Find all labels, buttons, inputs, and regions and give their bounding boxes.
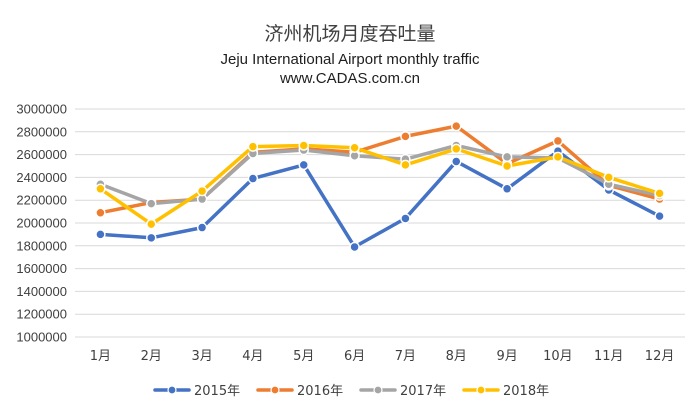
x-tick-label: 7月: [395, 349, 416, 364]
x-tick-label: 3月: [191, 349, 212, 364]
data-point: [349, 241, 360, 253]
legend-swatch-marker: [270, 385, 280, 395]
series-line: [98, 149, 662, 249]
data-point: [400, 213, 411, 224]
data-point: [654, 210, 665, 222]
x-tick-label: 10月: [543, 349, 573, 364]
x-tick-label: 5月: [293, 349, 314, 364]
x-tick-label: 8月: [446, 349, 467, 364]
legend-swatch-marker: [373, 385, 383, 395]
chart-source: www.CADAS.com.cn: [279, 70, 420, 87]
x-tick-label: 9月: [496, 349, 517, 364]
chart-subtitle: Jeju International Airport monthly traff…: [220, 51, 480, 68]
x-tick-label: 6月: [344, 349, 365, 364]
data-point: [400, 131, 411, 142]
data-point: [654, 188, 665, 199]
x-tick-label: 2月: [141, 349, 162, 364]
series-4: [95, 140, 665, 230]
data-point: [247, 173, 259, 184]
data-point: [603, 172, 614, 183]
series-line: [98, 143, 662, 226]
legend-label: 2017年: [400, 384, 446, 399]
data-point: [196, 185, 208, 197]
data-point: [451, 143, 462, 155]
data-point: [95, 207, 106, 218]
x-axis: 1月 2月 3月 4月 5月 6月 7月 8月 9月 10月 11月 12月: [90, 349, 675, 364]
data-point: [196, 222, 208, 233]
legend-label: 2015年: [194, 384, 240, 399]
chart-title: 济州机场月度吞吐量: [264, 23, 435, 45]
legend-swatch-marker: [167, 385, 177, 395]
y-tick-label: 2600000: [16, 147, 67, 162]
legend-item: 2018年: [462, 384, 549, 399]
y-tick-label: 1000000: [16, 330, 67, 345]
data-point: [552, 135, 564, 147]
series-1: [95, 145, 665, 253]
legend-item: 2016年: [256, 384, 343, 399]
legend-item: 2017年: [359, 384, 446, 399]
series-3: [95, 140, 665, 209]
data-point: [146, 198, 157, 209]
y-tick-label: 1600000: [16, 261, 67, 276]
data-point: [349, 142, 360, 154]
data-point: [501, 160, 513, 172]
y-tick-label: 2400000: [16, 170, 67, 185]
data-point: [501, 151, 513, 163]
y-axis: 1000000 1200000 1400000 1600000 1800000 20000…: [16, 102, 67, 345]
y-tick-label: 1200000: [16, 307, 67, 322]
data-point: [400, 159, 411, 171]
y-tick-label: 2000000: [16, 216, 67, 231]
y-tick-label: 1800000: [16, 238, 67, 253]
data-point: [552, 151, 564, 163]
data-point: [95, 183, 106, 195]
plot-area: [95, 120, 665, 253]
y-tick-label: 3000000: [16, 102, 67, 117]
y-tick-label: 2200000: [16, 193, 67, 208]
x-tick-label: 11月: [594, 349, 624, 364]
data-point: [451, 120, 462, 132]
data-point: [298, 140, 309, 151]
data-point: [247, 141, 259, 152]
data-point: [451, 156, 462, 167]
data-point: [146, 232, 157, 244]
legend-item: 2015年: [153, 384, 240, 399]
data-point: [501, 183, 513, 195]
legend: 2015年 2016年 2017年 2018年: [153, 384, 549, 399]
y-tick-label: 1400000: [16, 284, 67, 299]
data-point: [298, 159, 309, 171]
x-tick-label: 12月: [645, 349, 675, 364]
x-tick-label: 4月: [242, 349, 263, 364]
legend-label: 2018年: [503, 384, 549, 399]
data-point: [146, 218, 157, 230]
x-tick-label: 1月: [90, 349, 111, 364]
legend-label: 2016年: [297, 384, 343, 399]
data-point: [95, 229, 106, 240]
legend-swatch-marker: [476, 385, 486, 395]
y-tick-label: 2800000: [16, 124, 67, 139]
